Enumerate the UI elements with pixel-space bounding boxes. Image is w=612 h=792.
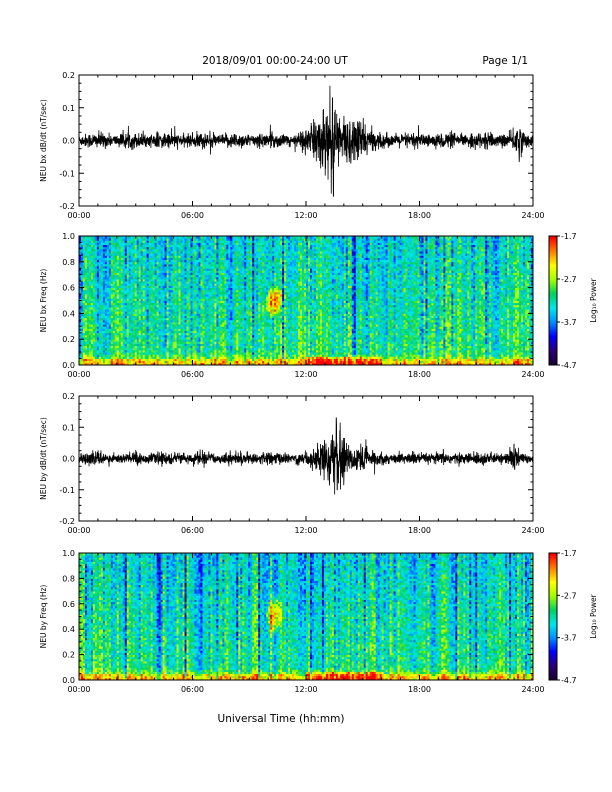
bx-dbdt-panel-x-tick-label: 12:00 [294, 211, 317, 220]
bx-dbdt-panel-y-axis-label: NEU bx dB/dt (nT/sec) [39, 99, 48, 182]
x-axis-label: Universal Time (hh:mm) [218, 713, 345, 725]
page-header: 2018/09/01 00:00-24:00 UT [202, 55, 348, 67]
bx-dbdt-panel-x-tick-label: 06:00 [181, 211, 204, 220]
bx-dbdt-panel: 00:00 06:00 12:00 18:00 24:00 -0.2 -0.1 0.0 0.1 0… [39, 71, 545, 220]
bx-dbdt-panel-x-tick-label: 00:00 [67, 211, 90, 220]
bx-dbdt-panel-y-tick-label: 0.0 [62, 137, 75, 146]
page-number: Page 1/1 [482, 55, 528, 67]
bx-dbdt-panel-y-tick-label: -0.1 [59, 169, 75, 178]
bx-dbdt-panel-y-tick-label: 0.2 [62, 71, 75, 80]
bx-dbdt-panel-trace [79, 86, 533, 196]
bx-dbdt-panel-y-tick-label: -0.2 [59, 202, 75, 211]
bx-dbdt-panel-x-tick-label: 24:00 [521, 211, 544, 220]
bx-spectrogram-panel: 00:00 06:00 12:00 18:00 24:000.00.20.40.60.8… [39, 232, 598, 379]
bx-dbdt-panel-y-tick-label: 0.1 [62, 104, 75, 113]
panels: 00:00 06:00 12:00 18:00 24:00 -0.2 -0.1 0.0 0.1 0… [39, 71, 598, 694]
bx-dbdt-panel-x-tick-label: 18:00 [408, 211, 431, 220]
